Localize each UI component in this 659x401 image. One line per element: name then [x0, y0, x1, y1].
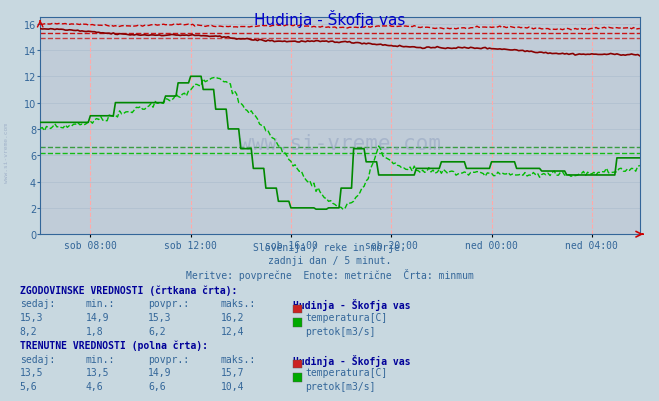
Text: 15,3: 15,3	[148, 312, 172, 322]
Text: pretok[m3/s]: pretok[m3/s]	[305, 381, 376, 391]
Text: 13,5: 13,5	[20, 367, 43, 377]
Text: 14,9: 14,9	[86, 312, 109, 322]
Text: Hudinja - Škofja vas: Hudinja - Škofja vas	[254, 10, 405, 28]
Text: min.:: min.:	[86, 299, 115, 309]
Text: min.:: min.:	[86, 354, 115, 364]
Text: ZGODOVINSKE VREDNOSTI (črtkana črta):: ZGODOVINSKE VREDNOSTI (črtkana črta):	[20, 285, 237, 295]
Text: 6,2: 6,2	[148, 326, 166, 336]
Text: Hudinja - Škofja vas: Hudinja - Škofja vas	[293, 299, 411, 311]
Text: 15,7: 15,7	[221, 367, 244, 377]
Text: pretok[m3/s]: pretok[m3/s]	[305, 326, 376, 336]
Text: Hudinja - Škofja vas: Hudinja - Škofja vas	[293, 354, 411, 366]
Text: Meritve: povprečne  Enote: metrične  Črta: minmum: Meritve: povprečne Enote: metrične Črta:…	[186, 268, 473, 280]
Text: TRENUTNE VREDNOSTI (polna črta):: TRENUTNE VREDNOSTI (polna črta):	[20, 340, 208, 350]
Text: maks.:: maks.:	[221, 299, 256, 309]
Text: 15,3: 15,3	[20, 312, 43, 322]
Text: 6,6: 6,6	[148, 381, 166, 391]
Text: 1,8: 1,8	[86, 326, 103, 336]
Text: zadnji dan / 5 minut.: zadnji dan / 5 minut.	[268, 255, 391, 265]
Text: www.si-vreme.com: www.si-vreme.com	[239, 134, 441, 154]
Text: 4,6: 4,6	[86, 381, 103, 391]
Text: 5,6: 5,6	[20, 381, 38, 391]
Text: povpr.:: povpr.:	[148, 299, 189, 309]
Text: 14,9: 14,9	[148, 367, 172, 377]
Text: sedaj:: sedaj:	[20, 354, 55, 364]
Text: temperatura[C]: temperatura[C]	[305, 367, 387, 377]
Text: 10,4: 10,4	[221, 381, 244, 391]
Text: Slovenija / reke in morje.: Slovenija / reke in morje.	[253, 243, 406, 253]
Text: maks.:: maks.:	[221, 354, 256, 364]
Text: temperatura[C]: temperatura[C]	[305, 312, 387, 322]
Text: sedaj:: sedaj:	[20, 299, 55, 309]
Text: 13,5: 13,5	[86, 367, 109, 377]
Text: 12,4: 12,4	[221, 326, 244, 336]
Text: povpr.:: povpr.:	[148, 354, 189, 364]
Text: 8,2: 8,2	[20, 326, 38, 336]
Text: 16,2: 16,2	[221, 312, 244, 322]
Text: www.si-vreme.com: www.si-vreme.com	[4, 122, 9, 182]
